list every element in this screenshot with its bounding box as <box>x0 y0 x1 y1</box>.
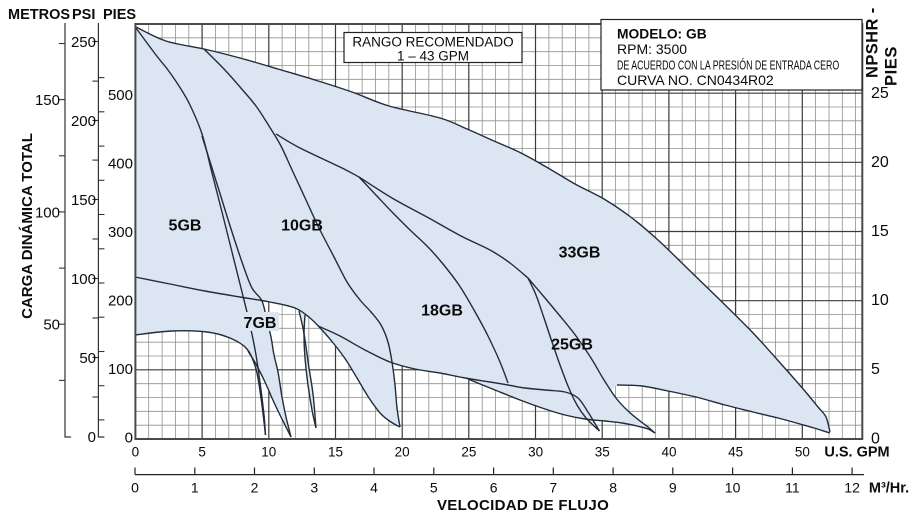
svg-text:11: 11 <box>785 480 800 496</box>
svg-text:10: 10 <box>871 292 889 309</box>
svg-text:50: 50 <box>79 350 96 367</box>
svg-text:MODELO: GB: MODELO: GB <box>617 27 707 42</box>
svg-text:30: 30 <box>528 445 543 460</box>
svg-text:33GB: 33GB <box>559 245 601 262</box>
svg-text:10GB: 10GB <box>281 218 323 235</box>
svg-text:U.S. GPM: U.S. GPM <box>824 445 889 461</box>
svg-text:25: 25 <box>871 85 889 102</box>
svg-text:250: 250 <box>71 34 96 51</box>
svg-text:0: 0 <box>132 445 140 460</box>
svg-text:1: 1 <box>191 480 199 496</box>
svg-text:7: 7 <box>549 480 557 496</box>
svg-text:50: 50 <box>795 445 810 460</box>
svg-text:0: 0 <box>131 480 139 496</box>
svg-text:200: 200 <box>71 113 96 130</box>
svg-text:0: 0 <box>871 431 880 448</box>
svg-text:100: 100 <box>35 204 60 221</box>
svg-text:150: 150 <box>35 92 60 109</box>
svg-text:150: 150 <box>71 192 96 209</box>
svg-text:10: 10 <box>725 480 741 496</box>
svg-text:15: 15 <box>871 223 889 240</box>
svg-text:25: 25 <box>461 445 476 460</box>
svg-text:2: 2 <box>251 480 259 496</box>
svg-text:40: 40 <box>661 445 676 460</box>
svg-text:100: 100 <box>71 271 96 288</box>
svg-text:300: 300 <box>108 224 133 241</box>
svg-text:PSI: PSI <box>72 7 95 23</box>
svg-text:RANGO RECOMENDADO: RANGO RECOMENDADO <box>352 35 513 50</box>
svg-text:20: 20 <box>871 154 889 171</box>
svg-text:4: 4 <box>370 480 378 496</box>
svg-text:5GB: 5GB <box>169 218 202 235</box>
svg-text:CARGA DINÁMICA TOTAL: CARGA DINÁMICA TOTAL <box>19 133 36 319</box>
svg-text:DE ACUERDO CON LA PRESIÓN DE E: DE ACUERDO CON LA PRESIÓN DE ENTRADA CER… <box>617 58 840 73</box>
svg-text:7GB: 7GB <box>244 315 277 332</box>
svg-text:15: 15 <box>328 445 343 460</box>
svg-text:PIES: PIES <box>103 7 136 23</box>
svg-text:20: 20 <box>395 445 410 460</box>
svg-text:5: 5 <box>198 445 206 460</box>
svg-text:3: 3 <box>310 480 318 496</box>
svg-text:CURVA NO. CN0434R02: CURVA NO. CN0434R02 <box>617 72 774 88</box>
svg-text:35: 35 <box>595 445 610 460</box>
svg-text:1 – 43 GPM: 1 – 43 GPM <box>397 49 469 64</box>
svg-text:METROS: METROS <box>8 7 70 23</box>
svg-text:6: 6 <box>490 480 498 496</box>
svg-text:0: 0 <box>125 429 133 446</box>
svg-text:10: 10 <box>261 445 276 460</box>
svg-text:5: 5 <box>430 480 438 496</box>
svg-text:8: 8 <box>609 480 617 496</box>
svg-text:200: 200 <box>108 293 133 310</box>
svg-text:18GB: 18GB <box>421 303 463 320</box>
svg-text:VELOCIDAD DE FLUJO: VELOCIDAD DE FLUJO <box>437 497 609 514</box>
svg-text:5: 5 <box>871 361 880 378</box>
svg-text:9: 9 <box>669 480 677 496</box>
svg-text:0: 0 <box>88 429 96 446</box>
svg-text:RPM: 3500: RPM: 3500 <box>617 41 687 57</box>
svg-text:PIES: PIES <box>883 46 901 86</box>
svg-text:M³/Hr.: M³/Hr. <box>869 481 909 497</box>
svg-text:50: 50 <box>43 317 60 334</box>
svg-text:500: 500 <box>108 87 133 104</box>
svg-text:400: 400 <box>108 156 133 173</box>
svg-text:100: 100 <box>108 361 133 378</box>
svg-text:25GB: 25GB <box>551 337 593 354</box>
svg-text:45: 45 <box>728 445 743 460</box>
svg-text:12: 12 <box>844 480 860 496</box>
svg-text:NPSHR -: NPSHR - <box>864 7 882 78</box>
